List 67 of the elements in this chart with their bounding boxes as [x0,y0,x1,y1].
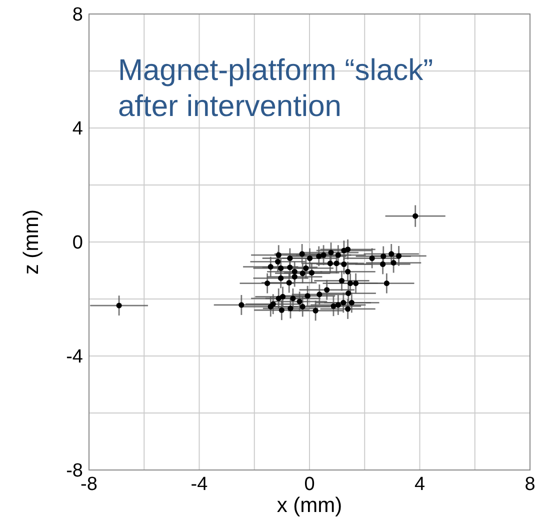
point [238,302,244,308]
point [324,287,330,293]
point [335,302,341,308]
point [316,292,322,298]
y-tick-label: 4 [72,118,84,140]
point [116,302,122,308]
point [380,253,386,260]
x-tick-label: 8 [524,474,536,495]
point [327,260,333,266]
point [300,270,306,276]
point [320,252,326,258]
point [296,298,302,304]
point [390,260,396,266]
y-tick-label: 0 [72,232,83,254]
point [335,252,341,258]
point [278,307,284,313]
y-tick-label: 8 [72,4,83,26]
point [292,268,298,274]
point [347,280,354,286]
point [268,264,274,270]
point [276,252,282,258]
y-tick-label: -4 [66,346,84,368]
point [328,250,334,256]
point [280,294,286,300]
point [286,280,292,286]
point [264,280,270,286]
point [334,260,340,266]
point [278,275,284,281]
point [384,280,390,286]
point [300,304,306,310]
y-axis-title: z (mm) [20,209,43,275]
point [380,261,386,268]
point [369,255,375,262]
point [340,300,346,306]
x-tick-label: 0 [304,474,315,495]
point [338,278,345,284]
point [299,251,305,257]
point [287,255,293,262]
point [306,255,313,262]
point [275,258,281,264]
point [303,265,309,272]
x-axis-title: x (mm) [276,494,342,517]
point [346,290,352,296]
point [353,280,359,286]
y-tick-label: -8 [66,460,83,482]
point [345,306,351,312]
point [345,268,351,274]
annotation: Magnet-platform “slack” after intervention [118,54,434,123]
point [412,213,418,219]
point [388,251,394,257]
point [341,261,347,268]
point [396,253,402,259]
point [348,300,354,306]
x-tick-label: -4 [190,474,208,495]
point [308,270,315,276]
point [292,274,298,280]
point [288,306,294,312]
x-tick-label: 4 [414,474,426,495]
point [345,246,351,252]
point [287,264,293,270]
point [316,253,322,260]
point [312,308,318,314]
point [270,301,276,307]
point [304,293,310,299]
point [278,265,284,272]
point [290,296,296,302]
point [330,303,336,309]
